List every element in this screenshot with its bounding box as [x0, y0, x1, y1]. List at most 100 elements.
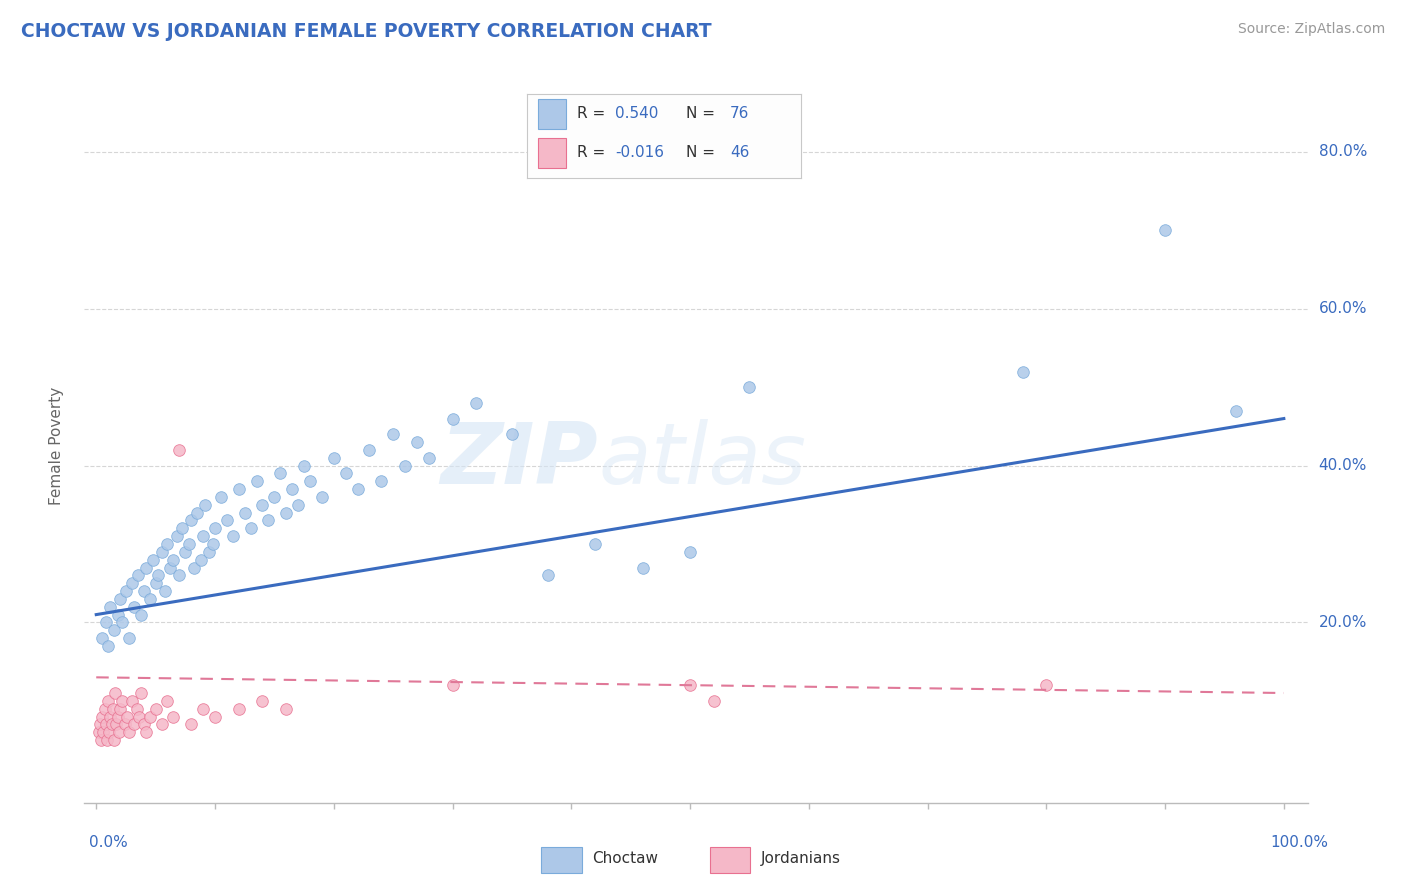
Point	[135, 560, 157, 574]
Point	[359, 442, 381, 457]
Point	[100, 709, 122, 723]
Point	[96, 733, 118, 747]
Point	[465, 396, 488, 410]
Point	[122, 717, 145, 731]
Point	[209, 490, 232, 504]
Point	[100, 717, 122, 731]
Point	[501, 427, 523, 442]
Point	[121, 694, 143, 708]
Point	[180, 514, 202, 528]
Text: 80.0%: 80.0%	[1319, 145, 1367, 160]
Point	[162, 552, 184, 566]
Point	[233, 506, 256, 520]
Point	[198, 545, 221, 559]
Point	[93, 725, 115, 739]
Point	[1035, 678, 1057, 692]
Point	[150, 717, 173, 731]
Point	[298, 475, 321, 489]
Point	[156, 694, 179, 708]
Point	[87, 725, 110, 739]
Point	[222, 529, 245, 543]
Text: CHOCTAW VS JORDANIAN FEMALE POVERTY CORRELATION CHART: CHOCTAW VS JORDANIAN FEMALE POVERTY CORR…	[21, 22, 711, 41]
Point	[138, 709, 160, 723]
Point	[191, 529, 214, 543]
Point	[186, 506, 208, 520]
Point	[114, 717, 136, 731]
Text: 76: 76	[730, 106, 749, 121]
FancyBboxPatch shape	[538, 137, 565, 169]
Point	[194, 498, 217, 512]
Text: 20.0%: 20.0%	[1319, 615, 1367, 630]
Point	[142, 552, 165, 566]
Point	[108, 702, 131, 716]
Text: Source: ZipAtlas.com: Source: ZipAtlas.com	[1237, 22, 1385, 37]
Point	[111, 615, 134, 630]
Point	[1225, 403, 1247, 417]
Point	[138, 591, 160, 606]
Text: -0.016: -0.016	[614, 145, 664, 161]
Point	[583, 537, 606, 551]
Point	[145, 576, 167, 591]
Point	[118, 725, 141, 739]
Point	[441, 411, 464, 425]
Point	[145, 702, 167, 716]
Point	[322, 450, 344, 465]
Point	[103, 624, 125, 638]
Point	[156, 537, 179, 551]
Point	[394, 458, 416, 473]
Text: 0.540: 0.540	[614, 106, 658, 121]
Point	[131, 686, 153, 700]
Point	[204, 521, 226, 535]
Point	[115, 584, 138, 599]
Point	[115, 709, 138, 723]
Text: N =: N =	[686, 106, 720, 121]
Point	[1011, 364, 1033, 378]
Point	[97, 639, 120, 653]
Point	[418, 450, 440, 465]
Point	[269, 467, 291, 481]
Point	[128, 709, 150, 723]
Point	[191, 702, 214, 716]
Point	[97, 694, 120, 708]
Point	[100, 599, 122, 614]
Point	[252, 498, 274, 512]
Point	[631, 560, 654, 574]
Point	[335, 467, 357, 481]
Point	[346, 482, 368, 496]
Point	[107, 725, 129, 739]
Point	[252, 694, 274, 708]
Point	[370, 475, 392, 489]
Text: 40.0%: 40.0%	[1319, 458, 1367, 473]
Point	[281, 482, 304, 496]
Point	[111, 694, 134, 708]
Point	[89, 717, 111, 731]
Point	[679, 545, 702, 559]
Point	[276, 506, 298, 520]
Point	[204, 709, 226, 723]
Text: N =: N =	[686, 145, 720, 161]
Point	[146, 568, 169, 582]
Point	[536, 568, 558, 582]
Point	[135, 725, 157, 739]
Point	[215, 514, 238, 528]
Point	[107, 709, 129, 723]
Point	[703, 694, 725, 708]
Point	[153, 584, 176, 599]
Point	[228, 482, 250, 496]
Point	[101, 702, 124, 716]
Y-axis label: Female Poverty: Female Poverty	[49, 387, 63, 505]
Point	[679, 678, 702, 692]
Point	[311, 490, 333, 504]
Text: Choctaw: Choctaw	[592, 851, 658, 866]
Point	[131, 607, 153, 622]
Point	[104, 686, 127, 700]
Point	[94, 717, 117, 731]
Point	[276, 702, 298, 716]
Point	[169, 568, 191, 582]
Point	[382, 427, 405, 442]
Text: R =: R =	[576, 145, 610, 161]
Point	[292, 458, 315, 473]
Text: R =: R =	[576, 106, 610, 121]
Text: 100.0%: 100.0%	[1271, 836, 1329, 850]
Point	[183, 560, 205, 574]
